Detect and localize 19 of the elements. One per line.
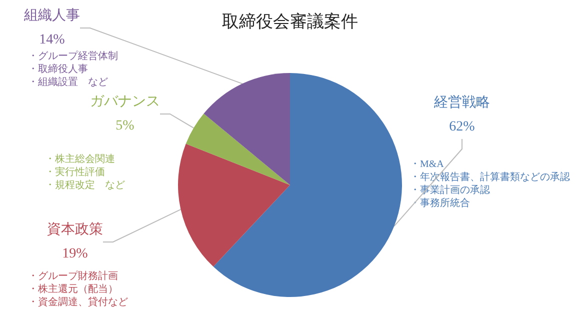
slice-label: 組織人事 <box>23 8 80 24</box>
text: ・M&A <box>410 159 445 170</box>
text: ・グループ財務計画 <box>28 270 118 282</box>
slice-label: 経営戦略 <box>433 94 490 110</box>
slice-label: 資本政策 <box>47 222 103 238</box>
text: ・組織設置 など <box>28 76 108 88</box>
data-label: 62% <box>449 120 476 134</box>
text: ・株主総会関連 <box>45 153 115 165</box>
slice-label: ガバナンス <box>90 94 160 110</box>
data-label: 19% <box>62 246 88 262</box>
text: ・規程改定 など <box>45 179 125 191</box>
chart-title: 取締役会審議案件 <box>222 12 358 31</box>
text: ・グループ経営体制 <box>28 50 118 62</box>
data-label: 5% <box>116 118 135 134</box>
text: ・実行性評価 <box>45 166 105 178</box>
text: ・資金調達、貸付など <box>28 296 128 308</box>
text: ・取締役人事 <box>28 63 88 75</box>
text: ・株主還元（配当） <box>28 283 118 295</box>
data-label: 14% <box>39 32 66 48</box>
